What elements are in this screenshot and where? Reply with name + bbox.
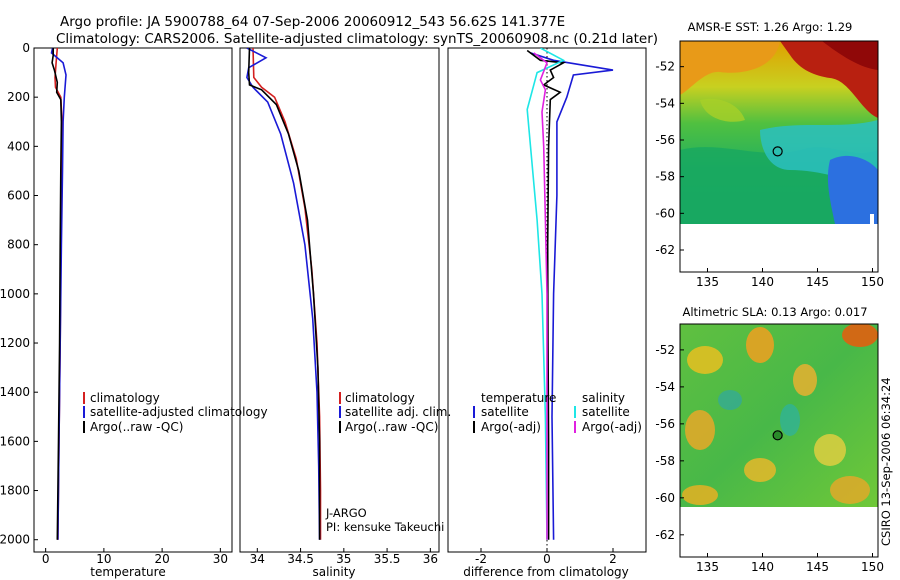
map-x-tick-label: 145 — [806, 560, 829, 574]
x-tick-label: 2 — [609, 552, 617, 566]
map-y-tick-label: -62 — [655, 243, 675, 257]
sst-map-frame — [679, 40, 879, 273]
x-tick-label: -2 — [475, 552, 487, 566]
salinity-x-label: salinity — [312, 565, 355, 579]
map-y-tick-label: -56 — [655, 417, 675, 431]
legend-label: satellite-adjusted climatology — [90, 405, 268, 419]
depth-tick-label: 400 — [7, 139, 30, 153]
salinity-legend: climatology satellite adj. clim. Argo(..… — [339, 391, 451, 434]
depth-tick-label: 600 — [7, 189, 30, 203]
depth-tick-label: 0 — [22, 41, 30, 55]
series-line — [530, 52, 614, 540]
map-y-tick-label: -56 — [655, 133, 675, 147]
legend-label: Argo(-adj) — [481, 420, 541, 434]
map-x-tick-label: 150 — [861, 560, 884, 574]
salinity-series — [246, 48, 322, 540]
credit-timestamp: CSIRO 13-Sep-2006 06:34:24 — [879, 377, 893, 546]
map-y-tick-label: -54 — [655, 96, 675, 110]
difference-x-axis: -2 0 2 — [475, 548, 617, 566]
x-tick-label: 0 — [42, 552, 50, 566]
map-y-tick-label: -52 — [655, 60, 675, 74]
legend-header-temperature: temperature — [481, 391, 556, 405]
argo-position-marker — [772, 146, 783, 157]
map-x-tick-label: 135 — [696, 560, 719, 574]
x-tick-label: 30 — [213, 552, 228, 566]
legend-label: Argo(..raw -QC) — [345, 420, 438, 434]
argo-position-marker — [772, 430, 783, 441]
sla-map-frame — [679, 323, 879, 558]
sst-map-axes: 135 140 145 150 -52 -54 -56 -58 -60 -62 — [655, 60, 884, 289]
principal-investigator: PI: kensuke Takeuchi — [326, 520, 444, 534]
legend-label: climatology — [345, 391, 415, 405]
temperature-legend: climatology satellite-adjusted climatolo… — [83, 391, 268, 434]
depth-tick-label: 1200 — [0, 336, 30, 350]
map-x-tick-label: 135 — [696, 275, 719, 289]
sst-heatmap — [680, 41, 878, 224]
legend-label: Argo(-adj) — [582, 420, 642, 434]
series-line — [51, 48, 63, 540]
legend-label: Argo(..raw -QC) — [90, 420, 183, 434]
temperature-panel — [33, 47, 233, 553]
difference-legend: temperature salinity satellite Argo(-adj… — [473, 391, 642, 434]
series-line — [247, 48, 321, 540]
map-x-tick-label: 145 — [806, 275, 829, 289]
difference-series — [526, 48, 614, 540]
map-y-tick-label: -58 — [655, 454, 675, 468]
map-y-tick-label: -58 — [655, 170, 675, 184]
figure-title-line1: Argo profile: JA 5900788_64 07-Sep-2006 … — [60, 14, 565, 30]
series-line — [526, 48, 566, 540]
depth-tick-label: 1600 — [0, 434, 30, 448]
x-tick-label: 36 — [423, 552, 438, 566]
legend-label: climatology — [90, 391, 160, 405]
sla-map-axes: 135 140 145 150 -52 -54 -56 -58 -60 -62 — [655, 343, 884, 574]
temperature-x-label: temperature — [90, 565, 165, 579]
salinity-x-axis: 34 34.5 35 35.5 36 — [250, 548, 438, 566]
series-line — [526, 49, 567, 540]
x-tick-label: 35 — [336, 552, 351, 566]
sla-heatmap — [680, 324, 878, 507]
depth-tick-label: 2000 — [0, 533, 30, 547]
x-tick-label: 10 — [96, 552, 111, 566]
x-tick-label: 35.5 — [374, 552, 401, 566]
map-x-tick-label: 140 — [751, 275, 774, 289]
x-tick-label: 34 — [250, 552, 265, 566]
series-line — [533, 52, 548, 540]
x-tick-label: 34.5 — [287, 552, 314, 566]
temperature-series — [50, 48, 67, 540]
depth-tick-label: 1000 — [0, 287, 30, 301]
depth-tick-label: 200 — [7, 90, 30, 104]
map-y-tick-label: -62 — [655, 528, 675, 542]
map-y-tick-label: -60 — [655, 491, 675, 505]
legend-label: satellite — [582, 405, 630, 419]
sla-map-title: Altimetric SLA: 0.13 Argo: 0.017 — [682, 305, 867, 319]
legend-header-salinity: salinity — [582, 391, 625, 405]
depth-tick-label: 1400 — [0, 385, 30, 399]
legend-label: satellite adj. clim. — [345, 405, 451, 419]
depth-tick-label: 1800 — [0, 484, 30, 498]
x-tick-label: 20 — [154, 552, 169, 566]
sst-map-title: AMSR-E SST: 1.26 Argo: 1.29 — [688, 20, 853, 34]
map-x-tick-label: 140 — [751, 560, 774, 574]
legend-label: satellite — [481, 405, 529, 419]
figure-title-line2: Climatology: CARS2006. Satellite-adjuste… — [56, 31, 658, 47]
difference-x-label: difference from climatology — [463, 565, 629, 579]
depth-axis: 0 200 400 600 800 1000 1200 1400 1600 1800 2000 — [0, 41, 38, 547]
float-program: J-ARGO — [325, 506, 367, 520]
map-y-tick-label: -54 — [655, 380, 675, 394]
map-y-tick-label: -52 — [655, 343, 675, 357]
x-tick-label: 0 — [543, 552, 551, 566]
temperature-x-axis: 0 10 20 30 — [42, 548, 228, 566]
map-y-tick-label: -60 — [655, 206, 675, 220]
salinity-panel — [239, 47, 440, 553]
map-x-tick-label: 150 — [861, 275, 884, 289]
depth-tick-label: 800 — [7, 238, 30, 252]
